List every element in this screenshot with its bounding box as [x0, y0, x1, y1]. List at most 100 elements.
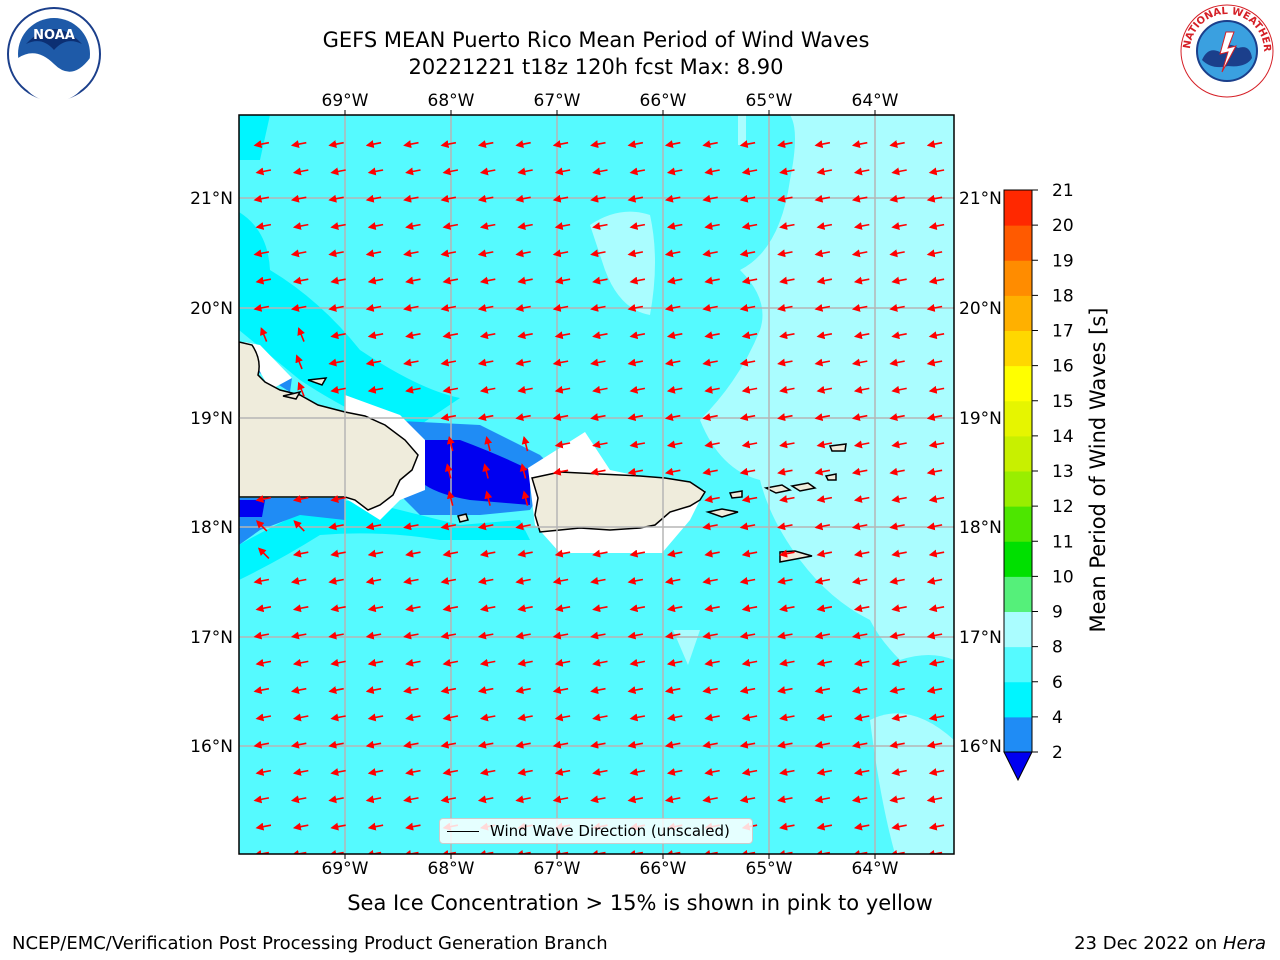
wind-wave-arrow — [253, 686, 270, 695]
wind-wave-arrow — [816, 167, 833, 176]
wind-wave-arrow — [290, 140, 307, 149]
wind-wave-arrow — [851, 140, 868, 149]
wind-wave-arrow — [552, 413, 569, 422]
wind-wave-arrow — [739, 467, 756, 476]
wind-wave-arrow — [814, 467, 831, 476]
wind-wave-arrow — [666, 331, 683, 340]
wind-wave-arrow — [405, 768, 421, 776]
wind-wave-arrow — [290, 303, 307, 312]
wind-wave-arrow — [328, 303, 344, 312]
wind-wave-arrow — [889, 303, 905, 312]
wind-wave-arrow — [627, 795, 644, 804]
wind-wave-arrow — [853, 604, 870, 613]
wind-wave-arrow — [367, 222, 384, 230]
wind-wave-arrow — [590, 358, 606, 367]
wind-wave-arrow — [255, 768, 272, 776]
wind-wave-arrow — [629, 713, 646, 722]
wind-wave-arrow — [704, 385, 720, 394]
wind-wave-arrow — [891, 167, 907, 176]
wind-wave-arrow — [592, 549, 608, 558]
legend-label: Wind Wave Direction (unscaled) — [490, 822, 730, 840]
wind-wave-arrow — [405, 167, 421, 176]
wind-wave-arrow — [739, 249, 756, 258]
colorbar-tick-label: 8 — [1052, 638, 1063, 658]
wind-wave-arrow — [477, 413, 494, 422]
wind-wave-arrow — [440, 140, 457, 149]
wind-wave-arrow — [479, 331, 496, 340]
wind-wave-arrow — [292, 495, 309, 503]
wind-wave-arrow — [704, 768, 720, 776]
wind-wave-arrow — [517, 222, 533, 230]
wind-wave-arrow — [739, 303, 756, 312]
wind-wave-arrow — [666, 222, 683, 230]
lon-labels-top: 69°W 68°W 67°W 66°W 65°W 64°W — [322, 91, 899, 111]
wind-wave-arrow — [554, 768, 571, 776]
wind-wave-arrow — [442, 385, 459, 394]
wind-wave-arrow — [515, 194, 531, 203]
wind-wave-arrow — [517, 658, 533, 667]
wind-wave-arrow — [891, 713, 907, 722]
colorbar-segment — [1004, 400, 1032, 437]
wind-wave-arrow — [629, 440, 646, 449]
wind-wave-arrow — [405, 658, 421, 667]
wind-wave-arrow — [292, 167, 309, 176]
wind-wave-arrow — [367, 713, 384, 722]
colorbar-extend-min — [1003, 751, 1033, 782]
wind-wave-arrow — [926, 358, 943, 367]
wind-wave-arrow — [702, 358, 718, 367]
wind-wave-arrow — [777, 358, 793, 367]
wind-wave-arrow — [590, 249, 606, 258]
wind-wave-arrow — [517, 713, 533, 722]
wind-wave-arrow — [891, 604, 907, 613]
colorbar-tick-label: 16 — [1052, 357, 1074, 377]
lon-label: 65°W — [746, 91, 793, 111]
wind-wave-arrow — [330, 331, 346, 340]
wind-wave-arrow — [405, 276, 421, 285]
wind-wave-arrow — [741, 495, 758, 503]
wind-wave-arrow — [446, 435, 455, 452]
lat-label: 19°N — [959, 409, 1002, 429]
wind-wave-arrow — [552, 194, 569, 203]
wind-wave-arrow — [517, 331, 533, 340]
wind-wave-arrow — [517, 385, 533, 394]
wind-wave-arrow — [627, 358, 644, 367]
colorbar-segment — [1004, 646, 1032, 683]
wind-wave-arrow — [741, 167, 758, 176]
noaa-logo: NOAA — [7, 7, 101, 102]
wind-wave-arrow — [891, 822, 907, 831]
wind-wave-arrow — [515, 358, 531, 367]
wind-wave-arrow — [814, 631, 831, 640]
wind-wave-arrow — [253, 303, 270, 312]
wind-wave-arrow — [702, 795, 718, 804]
wind-wave-arrow — [554, 385, 571, 394]
wind-wave-arrow — [592, 222, 608, 230]
lat-label: 20°N — [959, 299, 1002, 319]
wind-wave-arrow — [739, 413, 756, 422]
wind-wave-arrow — [666, 658, 683, 667]
colorbar: 2 4 6 8 9 10 11 12 13 14 15 16 17 18 19 20 21 — [1003, 181, 1074, 782]
wind-wave-arrow — [814, 740, 831, 749]
wind-wave-arrow — [739, 631, 756, 640]
colorbar-tick-label: 4 — [1052, 708, 1063, 728]
wind-wave-arrow — [297, 381, 305, 397]
colorbar-tick-label: 13 — [1052, 462, 1074, 482]
wind-wave-arrow — [484, 435, 493, 452]
lon-label: 68°W — [428, 91, 475, 111]
wind-wave-arrow — [442, 768, 459, 776]
wind-wave-arrow — [292, 713, 309, 722]
chart-subtitle: 20221221 t18z 120h fcst Max: 8.90 — [408, 55, 784, 79]
wind-wave-arrow — [479, 658, 496, 667]
wind-wave-arrow — [255, 495, 272, 503]
wind-wave-arrow — [477, 303, 494, 312]
wind-wave-arrow — [627, 576, 644, 585]
wind-wave-arrow — [446, 490, 455, 506]
wind-wave-arrow — [592, 276, 608, 285]
wind-wave-arrow — [255, 822, 272, 831]
lat-label: 21°N — [959, 189, 1002, 209]
wind-wave-arrow — [330, 167, 346, 176]
wind-wave-arrow — [440, 249, 457, 258]
wind-wave-arrow — [816, 822, 833, 831]
wind-wave-arrow — [666, 385, 683, 394]
wind-wave-arrow — [704, 276, 720, 285]
wind-wave-arrow — [741, 331, 758, 340]
